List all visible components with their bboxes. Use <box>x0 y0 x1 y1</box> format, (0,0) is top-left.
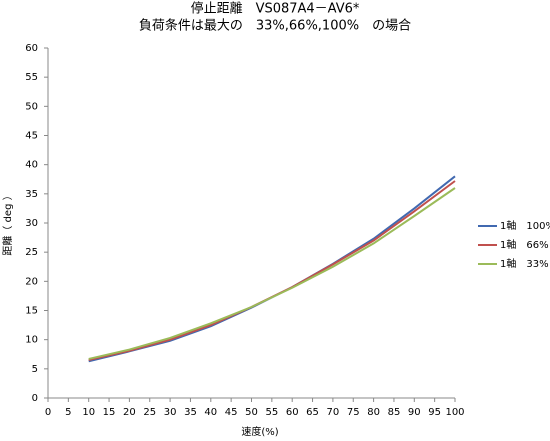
y-tick-label: 0 <box>32 393 38 404</box>
x-tick-label: 5 <box>65 407 71 418</box>
y-tick-label: 50 <box>25 101 38 112</box>
series-line <box>88 180 456 362</box>
series-line <box>88 187 456 360</box>
y-tick-label: 15 <box>25 306 38 317</box>
x-tick-label: 95 <box>428 407 441 418</box>
chart-subtitle: 負荷条件は最大の 33%,66%,100% の場合 <box>139 18 411 34</box>
x-tick-label: 80 <box>367 407 380 418</box>
x-tick-label: 45 <box>225 407 238 418</box>
x-tick-label: 35 <box>184 407 197 418</box>
y-tick-label: 30 <box>25 218 38 229</box>
x-tick-label: 85 <box>388 407 401 418</box>
y-tick-label: 40 <box>25 160 38 171</box>
x-tick-label: 70 <box>327 407 340 418</box>
legend-label: 1軸 66% <box>500 238 549 251</box>
y-tick-label: 10 <box>25 335 38 346</box>
x-tick-label: 90 <box>408 407 421 418</box>
x-tick-label: 60 <box>286 407 299 418</box>
x-tick-label: 75 <box>347 407 360 418</box>
y-axis-label: 距離（ deg ） <box>1 190 14 255</box>
x-tick-label: 65 <box>306 407 319 418</box>
y-tick-label: 20 <box>25 276 38 287</box>
x-axis-label: 速度(%) <box>241 425 278 438</box>
x-tick-label: 30 <box>164 407 177 418</box>
chart-title: 停止距離 VS087A4－AV6* <box>191 1 360 17</box>
y-tick-label: 35 <box>25 189 38 200</box>
series-line <box>88 175 456 363</box>
x-tick-label: 15 <box>103 407 116 418</box>
x-tick-label: 25 <box>143 407 156 418</box>
x-tick-label: 40 <box>204 407 217 418</box>
x-tick-label: 50 <box>245 407 258 418</box>
x-tick-label: 100 <box>445 407 464 418</box>
y-tick-label: 55 <box>25 72 38 83</box>
y-tick-label: 45 <box>25 131 38 142</box>
x-tick-label: 20 <box>123 407 136 418</box>
legend-label: 1軸 33% <box>500 257 549 270</box>
x-tick-label: 0 <box>45 407 51 418</box>
x-tick-label: 10 <box>82 407 95 418</box>
y-tick-label: 25 <box>25 247 38 258</box>
legend-label: 1軸 100% <box>500 219 550 232</box>
x-tick-label: 55 <box>265 407 278 418</box>
y-tick-label: 60 <box>25 43 38 54</box>
y-tick-label: 5 <box>32 364 38 375</box>
